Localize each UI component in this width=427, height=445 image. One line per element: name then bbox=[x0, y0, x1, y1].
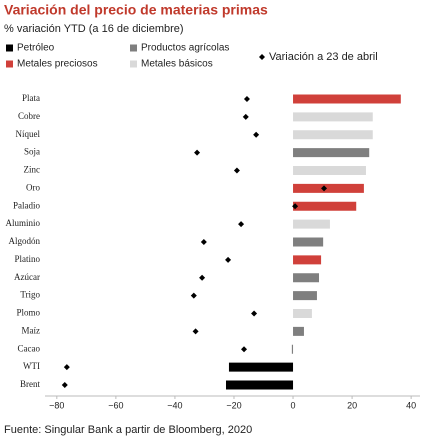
bar bbox=[293, 237, 324, 247]
marker bbox=[200, 239, 207, 245]
y-tick-label: Platino bbox=[14, 254, 40, 264]
source: Fuente: Singular Bank a partir de Bloomb… bbox=[4, 424, 252, 436]
y-tick-label: Trigo bbox=[20, 290, 40, 300]
bar bbox=[293, 148, 370, 158]
x-tick-label: −40 bbox=[167, 400, 182, 410]
marker bbox=[241, 346, 248, 353]
legend-label: Productos agrícolas bbox=[141, 43, 229, 54]
x-tick-label: −80 bbox=[49, 400, 64, 410]
legend-label: Variación a 23 de abril bbox=[269, 51, 378, 63]
y-tick-label: Cobre bbox=[18, 111, 40, 121]
y-tick-label: Soja bbox=[24, 147, 40, 157]
y-tick-label: Plomo bbox=[16, 308, 40, 318]
y-tick-label: Níquel bbox=[16, 129, 41, 139]
marker bbox=[243, 96, 250, 102]
bar bbox=[293, 94, 401, 104]
marker bbox=[292, 203, 299, 210]
marker bbox=[321, 185, 328, 192]
bar bbox=[293, 255, 322, 265]
bar bbox=[226, 380, 294, 390]
chart-title: Variación del precio de materias primas bbox=[4, 2, 268, 18]
bar bbox=[293, 326, 304, 336]
y-tick-label: Paladio bbox=[13, 200, 40, 210]
legend-marker bbox=[259, 54, 265, 60]
x-tick-label: −20 bbox=[226, 400, 241, 410]
marker bbox=[192, 328, 199, 335]
marker bbox=[242, 113, 249, 120]
legend-label: Petróleo bbox=[17, 43, 55, 54]
bar bbox=[293, 201, 357, 211]
marker bbox=[253, 131, 260, 138]
bar bbox=[228, 362, 294, 372]
marker bbox=[63, 364, 70, 371]
marker bbox=[233, 167, 240, 174]
marker bbox=[190, 292, 197, 299]
y-tick-label: Azúcar bbox=[14, 272, 40, 282]
legend-swatch bbox=[130, 60, 137, 68]
bar bbox=[293, 130, 373, 140]
x-tick-label: 40 bbox=[406, 400, 416, 410]
y-tick-label: Zinc bbox=[24, 165, 41, 175]
legend-swatch bbox=[130, 44, 137, 52]
legend-label: Metales básicos bbox=[141, 59, 213, 70]
marker bbox=[199, 274, 206, 281]
y-tick-label: Plata bbox=[22, 93, 40, 103]
y-tick-label: Aluminio bbox=[5, 218, 40, 228]
y-tick-label: Oro bbox=[26, 182, 40, 192]
chart-subtitle: % variación YTD (a 16 de diciembre) bbox=[4, 23, 184, 35]
bar bbox=[293, 291, 317, 301]
y-tick-label: Maíz bbox=[22, 325, 41, 335]
bar bbox=[293, 183, 364, 193]
bar bbox=[293, 309, 312, 318]
legend-swatch bbox=[6, 44, 13, 52]
y-tick-label: Brent bbox=[20, 379, 40, 389]
marker bbox=[194, 149, 201, 156]
marker bbox=[251, 310, 258, 317]
marker bbox=[61, 382, 68, 388]
legend-swatch bbox=[6, 60, 13, 68]
marker bbox=[238, 221, 245, 228]
x-tick-label: 0 bbox=[291, 400, 296, 410]
bar bbox=[291, 344, 294, 354]
x-tick-label: 20 bbox=[347, 400, 357, 410]
y-tick-label: Algodón bbox=[9, 236, 41, 246]
y-tick-label: Cacao bbox=[18, 343, 41, 353]
y-tick-label: WTI bbox=[23, 361, 40, 371]
bar bbox=[293, 112, 373, 122]
legend-label: Metales preciosos bbox=[17, 59, 98, 70]
bar bbox=[293, 166, 366, 175]
bar bbox=[293, 273, 320, 283]
bar bbox=[293, 219, 330, 229]
x-tick-label: −60 bbox=[108, 400, 123, 410]
marker bbox=[225, 256, 232, 263]
